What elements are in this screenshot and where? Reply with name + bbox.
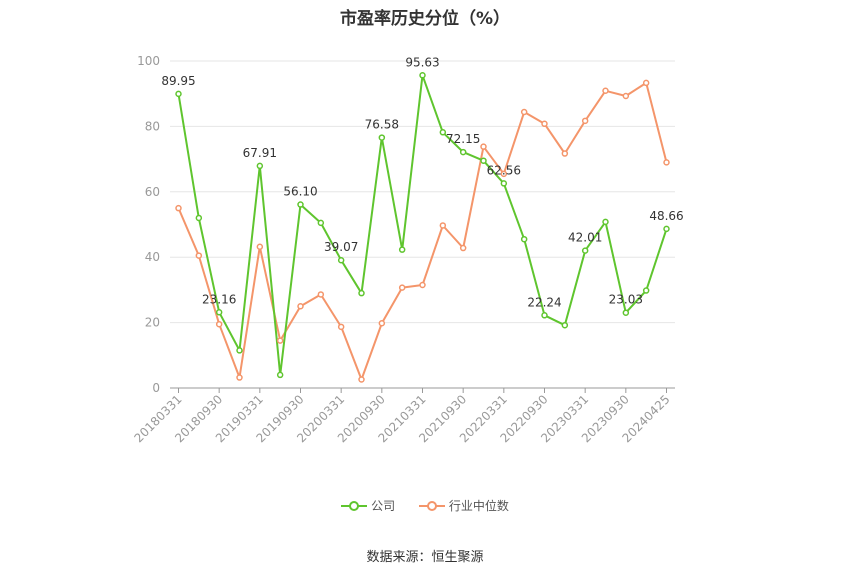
data-point — [337, 256, 345, 264]
data-point — [276, 337, 284, 344]
data-point — [419, 281, 426, 289]
data-point — [215, 309, 223, 316]
data-point — [195, 214, 203, 222]
data-point — [378, 320, 386, 327]
data-point — [439, 222, 447, 229]
data-point — [337, 323, 345, 331]
data-point — [459, 148, 467, 156]
data-point — [459, 244, 467, 252]
data-point — [297, 303, 304, 310]
data-point — [398, 284, 406, 291]
data-point — [500, 180, 508, 187]
data-point — [480, 143, 487, 150]
data-point — [642, 79, 650, 87]
y-tick-label: 100 — [137, 54, 160, 68]
data-labels: 89.95 23.16 67.91 56.10 39.07 76.58 95.63 72.15… — [161, 55, 683, 309]
data-label: 72.15 — [446, 132, 480, 146]
data-point — [358, 376, 365, 383]
y-tick-label: 60 — [145, 185, 160, 199]
gridlines — [170, 60, 675, 324]
data-label: 23.03 — [609, 293, 643, 307]
data-label: 95.63 — [405, 55, 439, 69]
data-point — [317, 219, 325, 227]
data-label: 42.01 — [568, 231, 602, 245]
data-label: 56.10 — [283, 185, 317, 199]
data-point — [561, 321, 569, 329]
data-label: 76.58 — [365, 118, 399, 132]
series-line — [177, 74, 668, 376]
data-label: 89.95 — [161, 74, 195, 88]
data-point — [541, 120, 548, 128]
data-point — [236, 374, 243, 381]
data-point — [276, 371, 284, 379]
data-point — [622, 92, 630, 100]
legend-marker-company — [341, 500, 368, 511]
data-label: 23.16 — [202, 292, 236, 306]
data-point — [256, 243, 264, 250]
data-point — [602, 218, 609, 226]
data-point — [663, 159, 670, 166]
data-point — [175, 204, 182, 212]
x-axis: 2018033120180930201903312019093020200331… — [132, 387, 675, 445]
data-point — [520, 108, 528, 116]
y-tick-label: 0 — [152, 381, 160, 395]
data-label: 62.56 — [487, 163, 521, 177]
data-point — [480, 157, 487, 164]
data-label: 39.07 — [324, 240, 358, 254]
series-lines — [177, 74, 668, 381]
data-label: 22.24 — [527, 295, 561, 309]
data-label: 67.91 — [243, 146, 277, 160]
y-tick-label: 80 — [145, 119, 160, 133]
data-point — [581, 117, 589, 125]
legend-marker-industry — [418, 500, 445, 511]
data-point — [256, 162, 264, 170]
data-point — [500, 170, 508, 178]
data-point — [358, 289, 365, 297]
data-point — [602, 87, 609, 95]
data-label: 48.66 — [649, 209, 683, 223]
data-point — [297, 201, 304, 208]
data-point — [622, 309, 630, 316]
y-tick-label: 40 — [145, 250, 160, 264]
legend-label-industry: 行业中位数 — [448, 499, 509, 513]
y-tick-label: 20 — [145, 316, 160, 330]
data-point — [378, 134, 386, 141]
chart-title: 市盈率历史分位（%） — [339, 9, 511, 29]
legend-item-industry[interactable]: 行业中位数 — [418, 497, 509, 514]
data-point — [642, 287, 650, 294]
data-point — [236, 347, 243, 354]
data-point — [541, 312, 548, 319]
data-point — [175, 90, 182, 98]
line-chart: 0 20 40 60 80 100 201803312018093020190331201… — [132, 54, 684, 445]
data-point — [419, 72, 426, 79]
legend-label-company: 公司 — [371, 499, 396, 513]
data-point — [520, 235, 528, 243]
data-point — [398, 246, 406, 253]
legend: 公司 行业中位数 — [0, 497, 850, 515]
series-points — [175, 72, 670, 383]
legend-item-company[interactable]: 公司 — [341, 497, 395, 514]
data-point — [439, 129, 447, 136]
data-point — [215, 320, 223, 328]
data-point — [663, 225, 670, 233]
data-source: 数据来源：恒生聚源 — [366, 550, 484, 565]
data-point — [581, 247, 589, 254]
data-point — [195, 252, 203, 259]
data-point — [561, 150, 569, 157]
y-axis: 0 20 40 60 80 100 — [137, 54, 160, 395]
data-point — [317, 291, 325, 298]
